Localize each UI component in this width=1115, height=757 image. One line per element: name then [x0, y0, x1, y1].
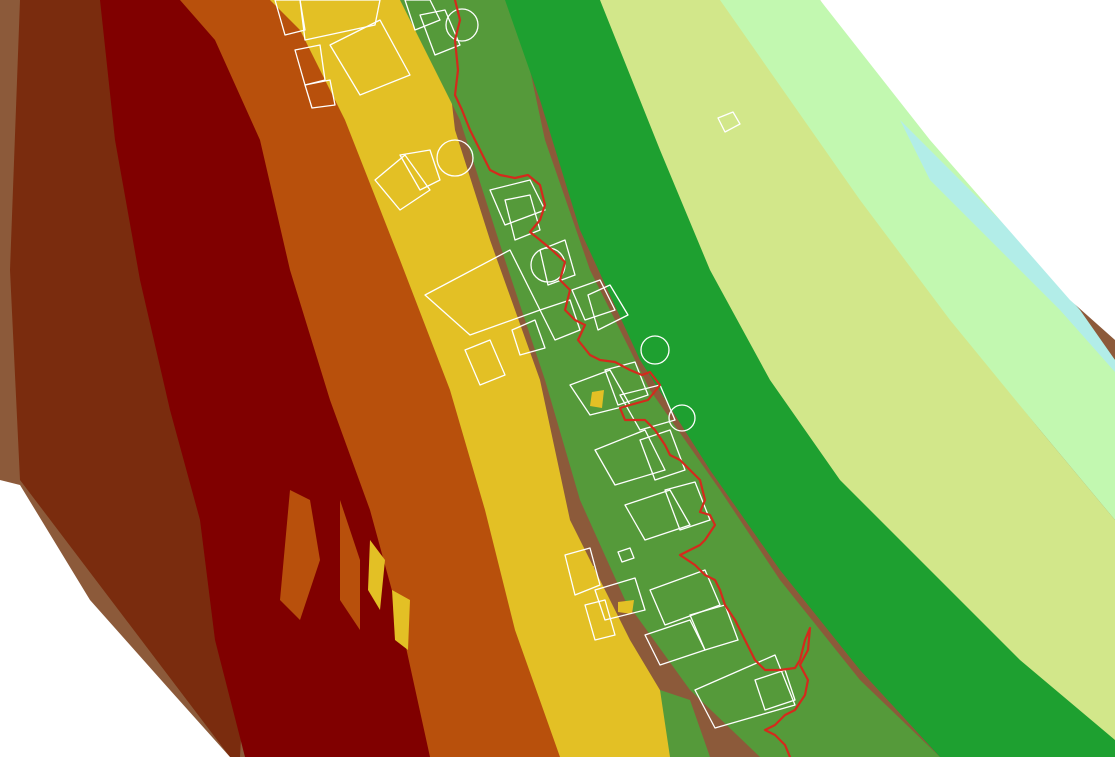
building-footprint — [594, 429, 666, 486]
building-footprint — [511, 319, 546, 356]
building-footprint — [664, 481, 711, 531]
patch-orange-2 — [340, 500, 360, 630]
building-footprint — [294, 44, 326, 86]
building-footprint — [689, 604, 739, 651]
no-data-area-bottom-left — [0, 480, 230, 757]
band-orange — [180, 0, 580, 757]
building-footprint — [436, 139, 474, 177]
building-footprint — [374, 154, 431, 211]
building-footprint — [299, 0, 381, 41]
building-footprint — [445, 8, 479, 42]
shoreline-line — [453, 0, 812, 757]
building-footprint — [639, 429, 686, 481]
building-footprint — [329, 19, 411, 96]
patch-orange-1 — [280, 490, 320, 620]
building-footprint — [419, 9, 461, 56]
band-green — [505, 0, 1115, 757]
band-yellow-green — [600, 0, 1115, 740]
no-data-area-top-right — [820, 0, 1115, 340]
building-footprint — [604, 361, 649, 406]
building-footprint — [584, 599, 616, 641]
building-footprint — [564, 547, 601, 596]
band-cyan — [900, 120, 1115, 372]
building-footprint — [640, 335, 670, 365]
building-footprint — [587, 284, 629, 331]
building-footprint — [464, 339, 506, 386]
building-footprint — [504, 194, 541, 241]
building-footprint — [594, 577, 646, 621]
building-footprint — [668, 404, 696, 432]
building-footprint — [404, 0, 441, 31]
building-footprint — [539, 239, 576, 286]
building-footprint — [489, 179, 546, 226]
patch-gold-2 — [392, 590, 410, 650]
building-footprint — [274, 0, 306, 36]
patch-gold-5 — [618, 600, 634, 614]
building-footprint — [754, 669, 796, 711]
building-footprint — [649, 569, 721, 626]
elevation-patches — [280, 390, 710, 757]
building-footprint — [624, 489, 691, 541]
building-footprint — [619, 384, 676, 431]
building-footprint — [717, 111, 741, 133]
band-maroon — [100, 0, 450, 757]
patch-gold-3 — [590, 390, 604, 408]
building-footprint — [304, 79, 336, 109]
building-footprints — [274, 0, 796, 729]
patch-gold-1 — [368, 540, 385, 610]
patch-olive-1 — [660, 690, 710, 757]
building-footprint — [617, 547, 635, 563]
building-footprint — [694, 654, 796, 729]
patch-gold-4 — [578, 566, 594, 588]
building-footprint — [571, 279, 616, 321]
building-footprint — [539, 299, 581, 341]
building-footprint — [399, 149, 441, 191]
band-pale-green — [720, 0, 1115, 520]
